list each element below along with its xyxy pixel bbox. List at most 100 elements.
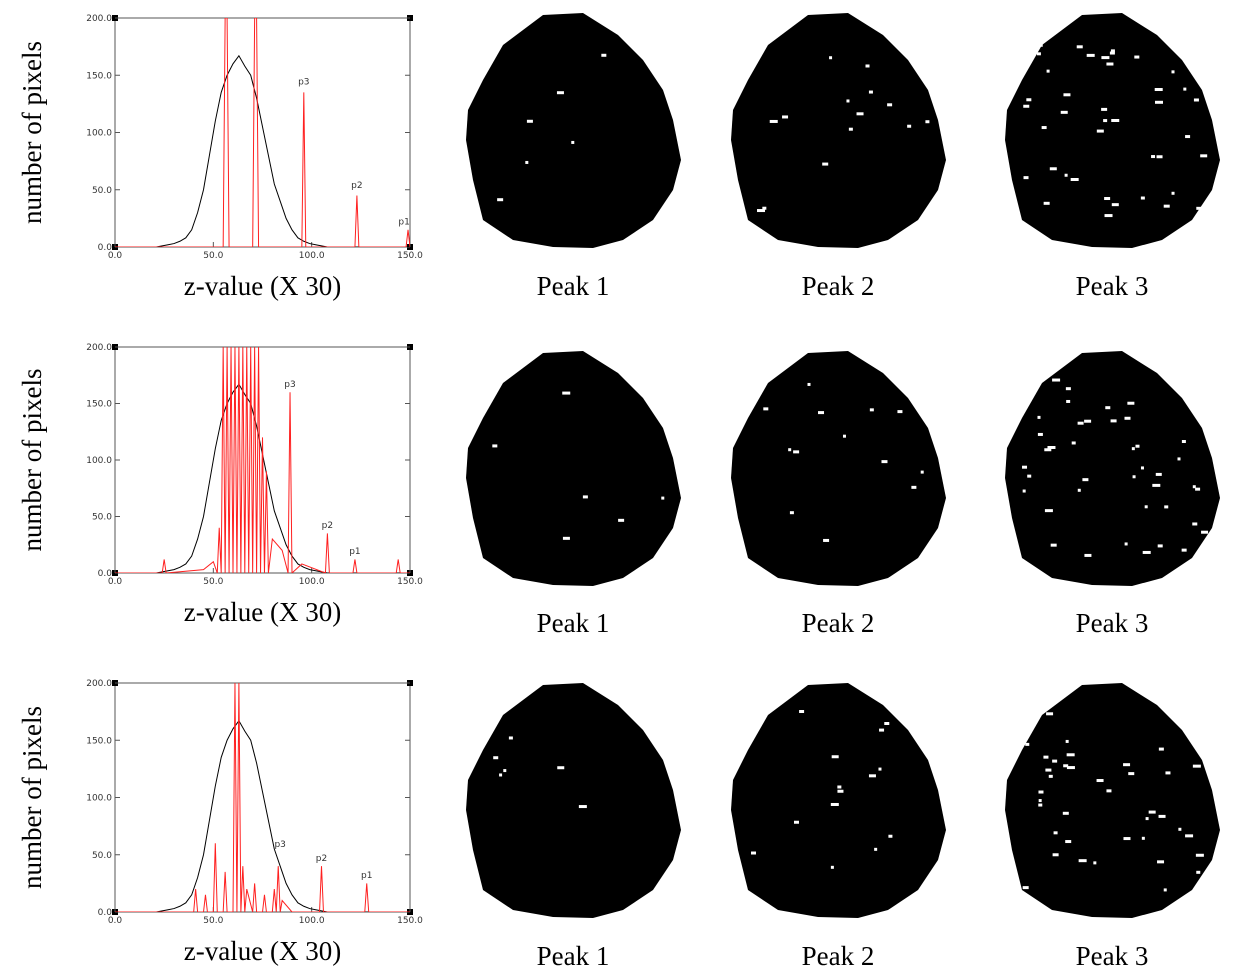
x-tick-label: 50.0 [203,916,223,926]
bright-pixel [818,411,825,415]
histogram-line [115,54,410,247]
bright-pixel [789,511,794,515]
bright-pixel [1104,197,1111,201]
image-label: Peak 3 [1076,608,1149,638]
bright-pixel [1044,509,1053,513]
bright-pixel [1124,542,1128,546]
bright-pixel [1106,789,1112,793]
bright-pixel [1164,505,1169,509]
y-tick-label: 200.0 [86,679,112,689]
image-label: Peak 3 [1076,271,1149,301]
x-tick-label: 150.0 [397,577,423,587]
segmentation-image [731,351,946,586]
bright-pixel [1123,837,1131,841]
bright-pixel [925,120,930,124]
bright-pixel [1192,764,1201,768]
y-tick-label: 0.0 [98,908,113,918]
bright-pixel [1123,763,1131,767]
bright-pixel [868,774,876,778]
bright-pixel [1163,204,1170,208]
bright-pixel [1023,104,1030,108]
bright-pixel [762,206,767,210]
bright-pixel [868,90,873,94]
bright-pixel [492,444,498,448]
peak-annotation: p1 [349,547,360,557]
bright-pixel [1196,870,1201,874]
bright-pixel [1086,53,1095,57]
bright-pixel [1163,888,1167,892]
bright-pixel [1154,100,1163,104]
bright-pixel [1178,827,1182,831]
bright-pixel [920,470,924,474]
bright-pixel [865,64,870,68]
bright-pixel [1066,753,1075,757]
bright-pixel [856,112,864,116]
bright-pixel [1096,129,1104,133]
bright-pixel [1157,860,1165,864]
x-tick-label: 50.0 [203,577,223,587]
bright-pixel [879,728,885,732]
bright-pixel [1071,441,1076,445]
bright-pixel [1022,489,1026,493]
y-tick-label: 0.0 [98,243,113,253]
bright-pixel [788,448,792,452]
bright-pixel [1045,768,1052,772]
peak-annotation: p1 [361,871,372,881]
bright-pixel [525,160,529,164]
bright-pixel [888,834,893,838]
x-tick-label: 0.0 [108,916,123,926]
histogram-line [115,18,410,247]
bright-pixel [1132,475,1136,479]
bright-pixel [1046,712,1054,716]
bright-pixel [1050,543,1057,547]
bright-pixel [1052,853,1059,857]
bright-pixel [1158,814,1166,818]
bright-pixel [1183,87,1187,91]
bright-pixel [1192,710,1197,714]
bright-pixel [503,769,507,773]
bright-pixel [1181,440,1186,444]
bright-pixel [1101,56,1110,60]
bright-pixel [508,736,513,740]
bright-pixel [1027,474,1032,478]
bright-pixel [582,495,588,499]
bright-pixel [1022,886,1029,890]
image-label: Peak 3 [1076,941,1149,971]
bright-pixel [1043,201,1050,205]
bright-pixel [578,805,587,809]
bright-pixel [1128,772,1135,776]
bright-pixel [1082,478,1089,482]
bright-pixel [1077,421,1084,425]
x-tick-label: 100.0 [299,577,325,587]
segmentation-image [1005,683,1220,918]
bright-pixel [1062,811,1069,815]
y-axis-label: number of pixels [17,706,47,889]
bright-pixel [1038,803,1043,807]
bright-pixel [846,99,850,103]
bright-pixel [1022,465,1028,469]
y-tick-label: 100.0 [86,456,112,466]
bright-pixel [1131,447,1135,451]
bright-pixel [911,485,917,489]
bright-pixel [799,710,805,714]
bright-pixel [1148,810,1156,814]
x-tick-label: 100.0 [299,251,325,261]
bright-pixel [1043,755,1049,759]
segmentation-image [466,13,681,248]
bright-pixel [1141,836,1145,840]
histogram-line [115,683,410,912]
bright-pixel [769,119,778,123]
bright-pixel [910,396,916,400]
bright-pixel [1046,69,1050,73]
bright-pixel [1111,203,1119,207]
bright-pixel [1038,790,1044,794]
bright-pixel [1109,51,1115,55]
bright-pixel [1134,55,1140,59]
bright-pixel [1142,550,1151,554]
bright-pixel [1060,110,1068,114]
bright-pixel [1145,817,1149,821]
y-tick-label: 0.0 [98,569,113,579]
bright-pixel [837,789,844,793]
y-tick-label: 100.0 [86,129,112,139]
bright-pixel [842,434,846,438]
